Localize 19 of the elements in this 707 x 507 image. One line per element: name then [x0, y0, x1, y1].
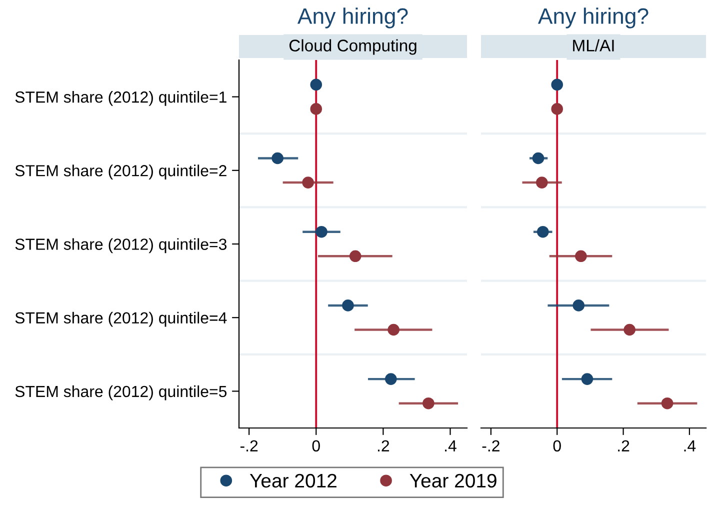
y-tick-label: STEM share (2012) quintile=3	[15, 238, 227, 254]
x-tick-label: 0	[312, 440, 320, 452]
chart-subtitle: ML/AI	[573, 39, 614, 52]
chart-subtitle: Cloud Computing	[289, 39, 416, 55]
x-tick-label: .4	[445, 440, 456, 452]
x-tick-label: 0	[553, 440, 561, 452]
y-tick-label: STEM share (2012) quintile=1	[15, 91, 226, 106]
y-tick-label: STEM share (2012) quintile=4	[15, 312, 227, 327]
chart-title: Any hiring?	[297, 8, 408, 28]
x-tick-label: .4	[684, 440, 696, 452]
legend-label: Year 2012	[250, 474, 336, 488]
y-tick-label: STEM share (2012) quintile=5	[15, 385, 227, 400]
x-tick-label: .2	[618, 440, 630, 452]
chart-title: Any hiring?	[538, 8, 648, 28]
x-tick-label: -.2	[482, 440, 500, 452]
y-tick-label: STEM share (2012) quintile=2	[15, 164, 226, 180]
x-tick-label: .2	[378, 440, 390, 452]
legend-label: Year 2019	[410, 474, 496, 488]
x-tick-label: -.2	[240, 440, 258, 452]
